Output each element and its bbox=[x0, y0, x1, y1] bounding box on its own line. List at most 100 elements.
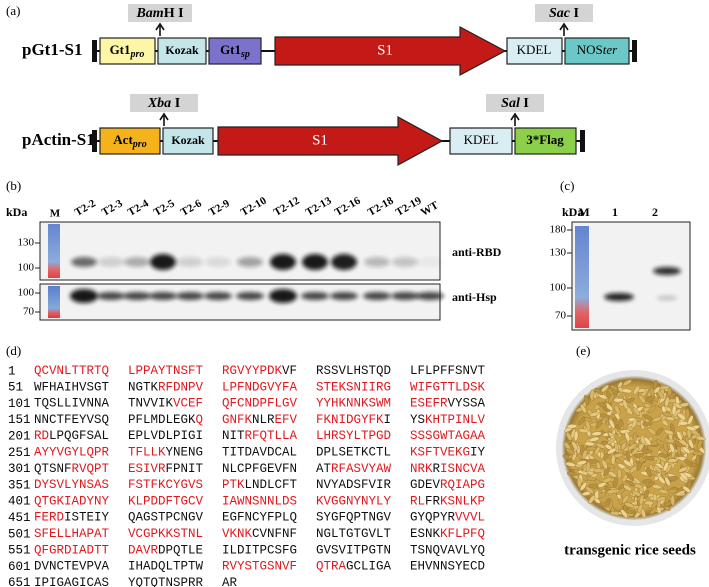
seed bbox=[669, 443, 675, 453]
residue-run: QAGSTPCNGV bbox=[128, 511, 204, 525]
end-cap bbox=[632, 40, 637, 62]
seed bbox=[677, 413, 686, 421]
band bbox=[236, 292, 264, 300]
sequence-block: AYYVGYLQPR bbox=[34, 446, 110, 460]
seed bbox=[577, 477, 582, 488]
seed bbox=[675, 490, 686, 497]
ladder bbox=[575, 226, 589, 328]
residue-run: VF bbox=[282, 364, 297, 378]
row-number: 401 bbox=[8, 495, 31, 509]
sequence-block: YYHKNNKSWM bbox=[316, 397, 391, 411]
residue-run: PFLMDLEGK bbox=[128, 413, 196, 427]
sequence-block: GVSVITPGTN bbox=[316, 544, 391, 558]
band bbox=[205, 257, 231, 267]
seed bbox=[642, 421, 653, 426]
sequence-block: RVYSTGSNVF bbox=[222, 560, 297, 574]
end-cap bbox=[92, 130, 97, 152]
seed bbox=[595, 442, 606, 449]
residue-run: YQTQTNSPRR bbox=[128, 576, 204, 587]
residue-run: FR bbox=[425, 495, 441, 509]
site-box bbox=[130, 94, 198, 112]
residue-run: YNENG bbox=[166, 446, 204, 460]
sequence-block: QAGSTPCNGV bbox=[128, 511, 204, 525]
lane-label: WT bbox=[419, 199, 441, 219]
residue-run: IY bbox=[470, 446, 486, 460]
band bbox=[301, 292, 329, 300]
antibody-label: anti-Hsp bbox=[452, 290, 497, 304]
residue-run: ESIVR bbox=[128, 462, 166, 476]
sequence-block: LHRSYLTPGD bbox=[316, 429, 391, 443]
band bbox=[363, 292, 391, 300]
seed bbox=[608, 393, 615, 403]
residue-run: VKNK bbox=[222, 527, 253, 541]
seed bbox=[613, 476, 618, 488]
lane-label: T2-5 bbox=[152, 197, 177, 219]
sequence-block: VCGPKKSTNL bbox=[128, 527, 203, 541]
s1-arrow bbox=[217, 115, 444, 167]
residue-run: RQIAPG bbox=[440, 478, 485, 492]
element-label: NOSter bbox=[577, 42, 618, 57]
element-box bbox=[514, 127, 577, 155]
band bbox=[392, 257, 418, 267]
residue-run: LHRSYLTPGD bbox=[316, 429, 391, 443]
row-number: 651 bbox=[8, 576, 31, 587]
panel-label: (c) bbox=[560, 178, 574, 193]
seed bbox=[607, 447, 617, 455]
sequence-block: GYQPYRVVVL bbox=[410, 511, 485, 525]
sequence-block: AR bbox=[222, 576, 238, 587]
seed bbox=[616, 487, 626, 495]
ladder bbox=[48, 286, 60, 318]
row-number: 251 bbox=[8, 446, 31, 460]
element-box bbox=[208, 37, 262, 65]
site-arrow bbox=[510, 112, 520, 126]
seed bbox=[623, 459, 632, 467]
sequence-block: ESEFRVYSSA bbox=[410, 397, 486, 411]
seed bbox=[670, 495, 675, 506]
seed bbox=[607, 437, 616, 445]
lane-label: T2-13 bbox=[304, 194, 334, 218]
sequence-block: TITDAVDCAL bbox=[222, 446, 297, 460]
row-number: 451 bbox=[8, 511, 31, 525]
seed bbox=[632, 432, 638, 443]
residue-run: WFHAIHVSGT bbox=[34, 381, 110, 395]
residue-run: LNDLCFT bbox=[245, 478, 298, 492]
residue-run: DYSVLYNSAS bbox=[34, 478, 109, 492]
residue-run: SSSGWTAGAA bbox=[410, 429, 486, 443]
residue-run: KSNLKP bbox=[440, 495, 485, 509]
band bbox=[302, 254, 328, 270]
seed bbox=[652, 379, 658, 390]
panel-label: (b) bbox=[6, 178, 21, 193]
residue-run: KHTPINLV bbox=[425, 413, 486, 427]
seed bbox=[645, 467, 652, 478]
element-box bbox=[506, 37, 563, 65]
seed bbox=[565, 461, 576, 467]
residue-run: NNCTFEYVSQ bbox=[34, 413, 109, 427]
sequence-block: NGLTGTGVLT bbox=[316, 527, 392, 541]
residue-run: ISNCVA bbox=[440, 462, 486, 476]
seed bbox=[659, 447, 668, 456]
marker-label: 130 bbox=[550, 247, 567, 259]
unit-label: kDa bbox=[562, 205, 583, 219]
seed bbox=[688, 439, 695, 449]
site-arrow bbox=[559, 22, 569, 36]
seed bbox=[610, 387, 618, 396]
marker-label: 180 bbox=[550, 224, 567, 236]
residue-run: IHADQLTPTW bbox=[128, 560, 204, 574]
element-label: KDEL bbox=[464, 132, 499, 147]
seed bbox=[589, 411, 600, 417]
panel-a: (a) pGt1-S1 Gt1pro Kozak Gt1sp S1 KDEL N… bbox=[6, 3, 637, 167]
residue-run: ISTEIY bbox=[64, 511, 110, 525]
sequence-block: QFCNDPFLGV bbox=[222, 397, 298, 411]
band bbox=[269, 289, 297, 303]
band bbox=[149, 292, 177, 300]
band bbox=[416, 292, 444, 300]
residue-run: RFASVYAW bbox=[331, 462, 392, 476]
lane-label: T2-19 bbox=[394, 194, 424, 218]
seed bbox=[625, 509, 636, 515]
sequence-block: KVGGNYNYLY bbox=[316, 495, 392, 509]
residue-run: LPQGFSAL bbox=[49, 429, 109, 443]
site-label: Sal I bbox=[501, 96, 529, 111]
residue-run: GYQPYR bbox=[410, 511, 456, 525]
seed bbox=[596, 402, 608, 408]
marker-label: 70 bbox=[555, 310, 567, 322]
